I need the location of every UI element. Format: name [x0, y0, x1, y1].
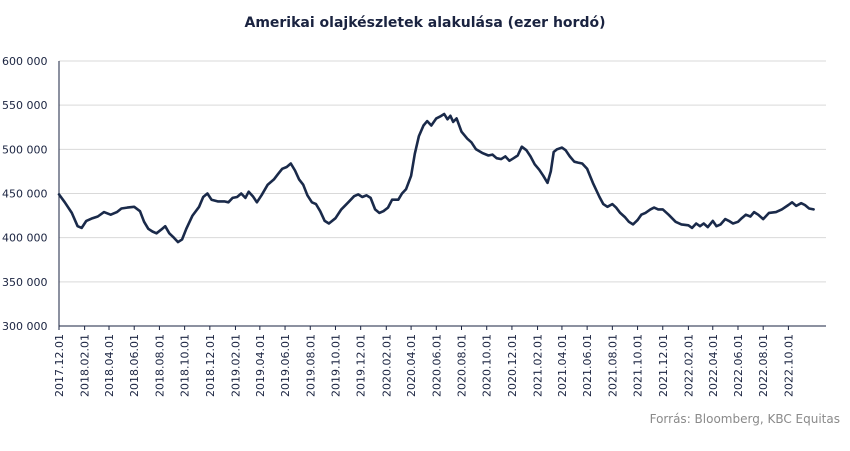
x-tick-label: 2018.04.01 [103, 334, 116, 397]
x-tick-label: 2021.12.01 [657, 334, 670, 397]
series-line [57, 112, 815, 244]
y-tick-label: 500 000 [2, 143, 48, 156]
x-tick-label: 2019.10.01 [329, 334, 342, 397]
x-tick-label: 2018.06.01 [128, 334, 141, 397]
y-tick-label: 300 000 [2, 320, 48, 333]
x-tick-label: 2018.02.01 [79, 334, 92, 397]
y-tick-label: 400 000 [2, 232, 48, 245]
x-tick-label: 2019.08.01 [304, 334, 317, 397]
y-tick-label: 350 000 [2, 276, 48, 289]
x-tick-label: 2019.02.01 [229, 334, 242, 397]
x-tick-label: 2020.10.01 [481, 334, 494, 397]
x-tick-label: 2021.10.01 [632, 334, 645, 397]
x-tick-label: 2022.06.01 [732, 334, 745, 397]
x-tick-label: 2021.08.01 [606, 334, 619, 397]
x-tick-label: 2021.06.01 [581, 334, 594, 397]
y-tick-label: 550 000 [2, 99, 48, 112]
x-tick-label: 2020.08.01 [456, 334, 469, 397]
x-tick-label: 2019.04.01 [254, 334, 267, 397]
x-tick-label: 2020.12.01 [506, 334, 519, 397]
y-tick-label: 450 000 [2, 188, 48, 201]
source-note: Forrás: Bloomberg, KBC Equitas [649, 412, 840, 426]
x-tick-label: 2018.08.01 [153, 334, 166, 397]
x-tick-label: 2021.02.01 [532, 334, 545, 397]
x-tick-label: 2022.08.01 [757, 334, 770, 397]
x-tick-label: 2018.10.01 [179, 334, 192, 397]
series-layer [57, 112, 815, 244]
x-tick-label: 2020.02.01 [380, 334, 393, 397]
chart-title: Amerikai olajkészletek alakulása (ezer h… [244, 15, 606, 31]
x-tick-label: 2020.06.01 [430, 334, 443, 397]
x-tick-label: 2022.04.01 [707, 334, 720, 397]
x-tick-labels: 2017.12.01 2018.02.01 2018.04.01 2018.06.01… [53, 334, 795, 397]
x-tick-label: 2017.12.01 [53, 334, 66, 397]
x-tick-label: 2019.06.01 [279, 334, 292, 397]
x-tick-label: 2018.12.01 [204, 334, 217, 397]
x-tick-label: 2022.02.01 [682, 334, 695, 397]
grid-layer [59, 60, 826, 283]
x-tick-label: 2022.10.01 [782, 334, 795, 397]
x-tick-label: 2021.04.01 [556, 334, 569, 397]
axis-layer [58, 61, 826, 330]
y-tick-labels: 300 000 350 000 400 000 450 000 500 000 550 0… [2, 55, 48, 333]
x-tick-label: 2019.12.01 [355, 334, 368, 397]
y-tick-label: 600 000 [2, 55, 48, 68]
x-tick-label: 2020.04.01 [405, 334, 418, 397]
